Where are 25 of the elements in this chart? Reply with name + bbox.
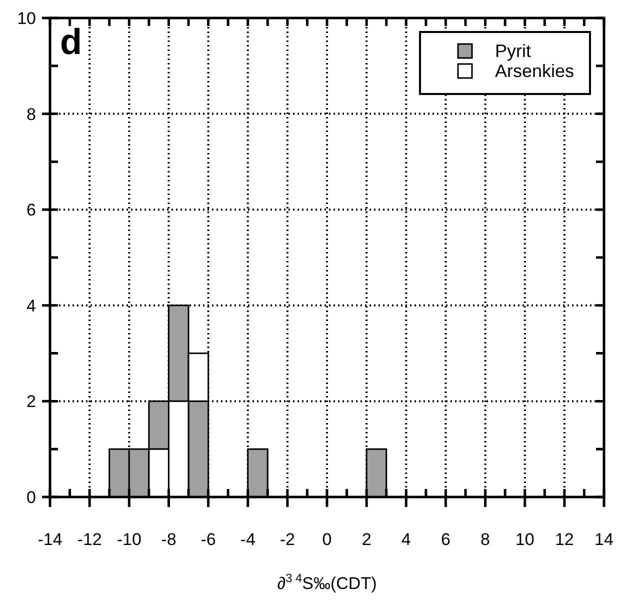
x-tick-label: 10: [515, 530, 534, 549]
x-tick-label: 4: [401, 530, 411, 549]
x-tick-label: -6: [200, 530, 216, 549]
y-tick-label: 4: [26, 296, 36, 316]
x-tick-label: 0: [322, 530, 332, 549]
x-tick-label: -14: [38, 530, 62, 549]
y-tick-label: 2: [26, 392, 36, 412]
x-tick-label: 6: [440, 530, 450, 549]
legend-label: Pyrit: [495, 41, 531, 61]
x-tick-label: 14: [594, 530, 614, 549]
x-tick-label: -10: [116, 530, 142, 549]
x-tick-label: -2: [280, 530, 295, 549]
y-tick-label: 6: [26, 200, 36, 220]
x-tick-label: -4: [240, 530, 256, 549]
x-tick-label: 2: [362, 530, 372, 549]
annotation: d: [60, 21, 82, 62]
x-tick-label: 12: [554, 530, 574, 549]
y-tick-label: 0: [26, 488, 36, 507]
x-tick-label: -8: [161, 530, 176, 549]
x-tick-label: -12: [77, 530, 102, 549]
legend-label: Arsenkies: [495, 61, 574, 81]
y-tick-label: 8: [26, 104, 36, 124]
x-tick-label: 8: [480, 530, 490, 549]
x-axis-title: ∂$^{3 4}$S‰(CDT): [277, 571, 377, 593]
y-tick-label: 10: [17, 9, 36, 28]
